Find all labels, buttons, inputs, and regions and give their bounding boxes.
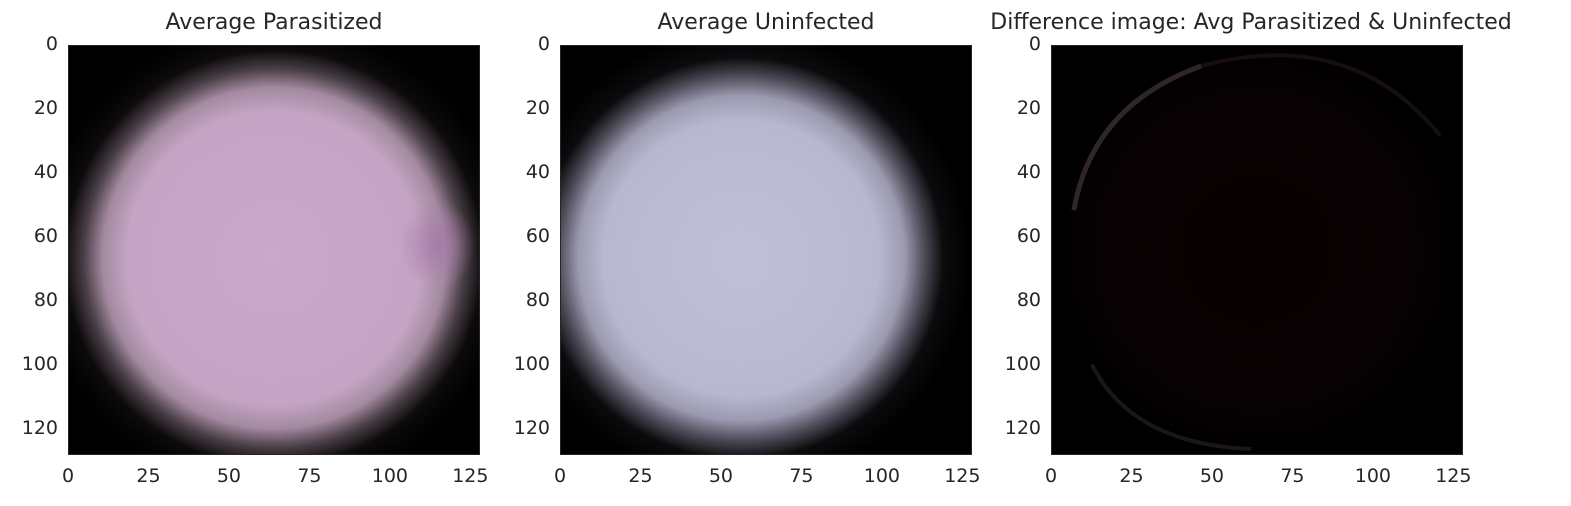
y-tick-label: 80 xyxy=(525,289,550,312)
x-tick-label: 75 xyxy=(1280,465,1305,487)
y-tick-label: 120 xyxy=(513,417,550,440)
x-tick-label: 125 xyxy=(452,465,489,487)
x-tick-label: 50 xyxy=(708,465,734,487)
y-tick-label: 40 xyxy=(33,161,58,184)
y-tick-label: 60 xyxy=(33,225,58,248)
edge-ring-upper-right xyxy=(1200,53,1442,137)
chart-panel-parasitized: Average Parasitized 0 20 xyxy=(22,0,489,506)
y-tick-label: 20 xyxy=(33,97,58,120)
edge-ring-lower-left xyxy=(1090,363,1252,452)
chart-title: Difference image: Avg Parasitized & Unin… xyxy=(990,10,1512,35)
x-tick-label: 100 xyxy=(371,465,408,487)
y-tick-label: 40 xyxy=(525,161,550,184)
x-tick-label: 0 xyxy=(1044,465,1058,487)
chart-panel-difference: Difference image: Avg Parasitized & Unin… xyxy=(990,0,1511,506)
edge-ring-upper-left xyxy=(1071,63,1203,211)
chart-title: Average Uninfected xyxy=(657,10,875,35)
y-tick-label: 0 xyxy=(45,33,58,55)
chart-panel-uninfected: Average Uninfected 0 20 40 60 80 100 120 0 25 50… xyxy=(514,0,981,506)
x-tick-label: 75 xyxy=(789,465,814,487)
parasite-spot xyxy=(399,200,476,290)
chart-title: Average Parasitized xyxy=(165,10,383,35)
x-tick-label: 25 xyxy=(136,465,161,487)
y-tick-label: 0 xyxy=(1028,33,1041,55)
difference-image xyxy=(1052,46,1462,454)
y-tick-label: 120 xyxy=(21,417,58,440)
y-tick-label: 100 xyxy=(1004,353,1041,376)
x-tick-label: 125 xyxy=(1435,465,1472,487)
x-tick-label: 25 xyxy=(628,465,653,487)
y-tick-label: 60 xyxy=(525,225,550,248)
y-tick-label: 100 xyxy=(513,353,550,376)
image-plot-area xyxy=(560,45,972,455)
y-tick-label: 80 xyxy=(1016,289,1041,312)
x-tick-label: 125 xyxy=(944,465,981,487)
average-parasitized-image xyxy=(69,46,479,454)
x-tick-label: 50 xyxy=(1199,465,1225,487)
x-tick-label: 100 xyxy=(1354,465,1391,487)
x-tick-label: 25 xyxy=(1119,465,1144,487)
x-tick-label: 0 xyxy=(553,465,567,487)
image-plot-area xyxy=(68,45,480,455)
y-tick-label: 100 xyxy=(21,353,58,376)
x-tick-label: 0 xyxy=(61,465,75,487)
cell-average-fill xyxy=(561,46,971,454)
x-tick-label: 100 xyxy=(863,465,900,487)
image-plot-area xyxy=(1051,45,1463,455)
average-uninfected-image xyxy=(561,46,971,454)
y-tick-label: 120 xyxy=(1004,417,1041,440)
y-tick-label: 0 xyxy=(537,33,550,55)
y-tick-label: 60 xyxy=(1016,225,1041,248)
x-tick-label: 75 xyxy=(297,465,322,487)
y-tick-label: 20 xyxy=(1016,97,1041,120)
x-tick-label: 50 xyxy=(216,465,242,487)
y-tick-label: 80 xyxy=(33,289,58,312)
y-tick-label: 20 xyxy=(525,97,550,120)
difference-fill xyxy=(1052,46,1462,454)
y-tick-label: 40 xyxy=(1016,161,1041,184)
